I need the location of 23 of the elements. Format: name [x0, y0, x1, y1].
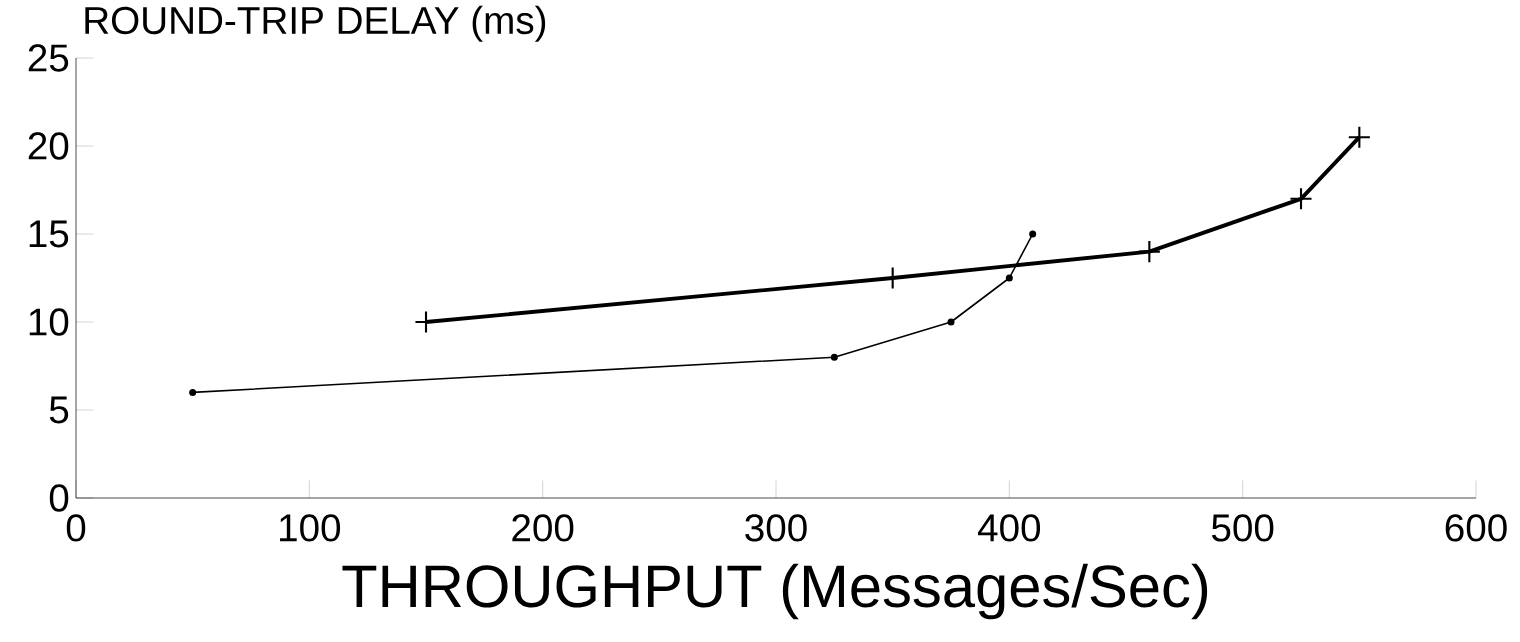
y-tick-label: 20 — [28, 132, 69, 160]
point — [189, 388, 197, 396]
y-axis-title: ROUND-TRIP DELAY (ms) — [85, 5, 546, 42]
y-tick-label: 0 — [49, 484, 69, 512]
point — [1029, 230, 1037, 238]
point — [1290, 188, 1312, 210]
point — [947, 318, 955, 326]
x-tick-label: 500 — [1211, 514, 1274, 542]
x-tick-label: 100 — [280, 514, 341, 542]
y-tick-label: 15 — [29, 220, 69, 248]
point — [1005, 274, 1013, 282]
x-tick-label: 200 — [512, 514, 574, 542]
y-tick-label: 10 — [29, 308, 69, 336]
x-axis-title: THROUGHPUT (Messages/Sec) — [342, 563, 1208, 620]
x-tick-label: 400 — [977, 514, 1041, 542]
point — [1348, 126, 1370, 148]
x-tick-label: 0 — [66, 514, 86, 542]
point — [1138, 241, 1160, 263]
y-tick-label: 5 — [49, 396, 69, 424]
point — [830, 353, 838, 361]
x-tick-label: 600 — [1445, 514, 1507, 542]
x-tick-label: 300 — [745, 514, 807, 542]
y-tick-label: 25 — [28, 44, 69, 72]
